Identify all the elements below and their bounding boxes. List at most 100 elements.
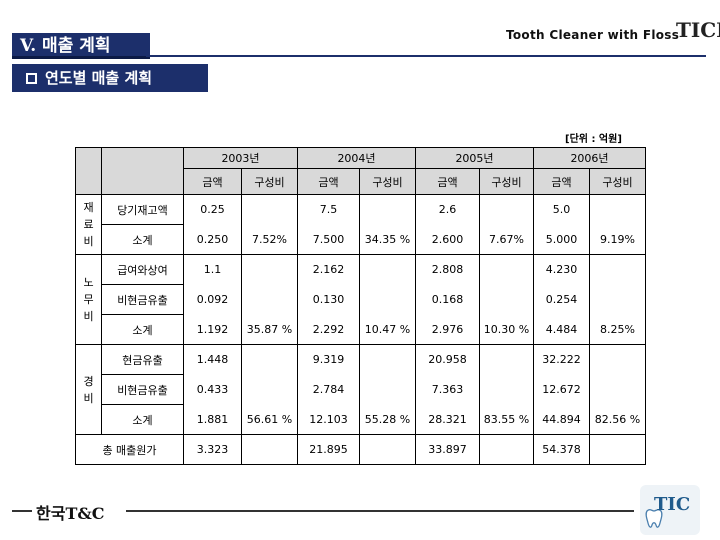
row-label: 비현금유출: [101, 284, 184, 315]
ratio-cell: 10.30 %: [479, 314, 534, 345]
amount-cell: 5.000: [533, 224, 590, 255]
amount-cell: 2.808: [415, 254, 480, 285]
amount-cell: 1.448: [183, 344, 242, 375]
header-rule: [146, 55, 706, 57]
section-title: V. 매출 계획: [12, 33, 150, 59]
year-header: 2003년: [183, 147, 298, 169]
ratio-header: 구성비: [241, 168, 298, 195]
ratio-cell: [241, 434, 298, 465]
ratio-cell: [359, 344, 416, 375]
row-label: 소계: [101, 224, 184, 255]
amount-cell: 54.378: [533, 434, 590, 465]
ratio-cell: 10.47 %: [359, 314, 416, 345]
ratio-cell: 35.87 %: [241, 314, 298, 345]
cost-plan-table: 2003년 2004년 2005년 2006년 금액 구성비 금액 구성비 금액…: [75, 147, 646, 465]
amount-cell: 0.130: [297, 284, 360, 315]
ratio-cell: [241, 344, 298, 375]
amount-cell: 4.484: [533, 314, 590, 345]
amount-header: 금액: [297, 168, 360, 195]
corner-logo-text: TIC: [654, 494, 691, 515]
year-header: 2005년: [415, 147, 534, 169]
amount-cell: 3.323: [183, 434, 242, 465]
year-header: 2006년: [533, 147, 646, 169]
ratio-cell: [241, 254, 298, 285]
amount-cell: 7.500: [297, 224, 360, 255]
subheader-row: 금액 구성비 금액 구성비 금액 구성비 금액 구성비: [75, 168, 646, 195]
footer-rule-left: [12, 510, 32, 512]
ratio-cell: 83.55 %: [479, 404, 534, 435]
ratio-cell: [479, 254, 534, 285]
amount-cell: 0.254: [533, 284, 590, 315]
amount-cell: 12.103: [297, 404, 360, 435]
ratio-cell: [589, 434, 646, 465]
year-header-row: 2003년 2004년 2005년 2006년: [75, 147, 646, 169]
ratio-cell: [241, 374, 298, 405]
subtitle-bar: 연도별 매출 계획: [12, 64, 208, 92]
row-label: 소계: [101, 404, 184, 435]
amount-cell: 32.222: [533, 344, 590, 375]
amount-header: 금액: [415, 168, 480, 195]
table-row: 소계 1.881 56.61 % 12.103 55.28 % 28.321 8…: [76, 404, 646, 435]
amount-cell: 33.897: [415, 434, 480, 465]
ratio-cell: 7.67%: [479, 224, 534, 255]
amount-cell: 2.976: [415, 314, 480, 345]
row-label: 소계: [101, 314, 184, 345]
amount-cell: 5.0: [533, 194, 590, 225]
amount-header: 금액: [533, 168, 590, 195]
ratio-header: 구성비: [359, 168, 416, 195]
amount-cell: 1.192: [183, 314, 242, 345]
amount-cell: 9.319: [297, 344, 360, 375]
amount-cell: 1.881: [183, 404, 242, 435]
ratio-cell: [479, 194, 534, 225]
amount-cell: 2.6: [415, 194, 480, 225]
brand-logo: TICI: [676, 18, 720, 42]
company-name: 한국T&C: [36, 504, 105, 523]
header-corner: [75, 147, 102, 169]
ratio-cell: [589, 284, 646, 315]
ratio-cell: [241, 284, 298, 315]
ratio-cell: 7.52%: [241, 224, 298, 255]
amount-cell: 2.292: [297, 314, 360, 345]
group-label-expense: 경비: [75, 344, 102, 435]
ratio-cell: [589, 374, 646, 405]
table-row: 재료비 당기재고액 0.25 7.5 2.6 5.0: [75, 194, 646, 255]
year-header: 2004년: [297, 147, 416, 169]
header-corner: [101, 168, 184, 195]
group-label-material: 재료비: [75, 194, 102, 255]
row-label: 급여와상여: [101, 254, 184, 285]
ratio-cell: [479, 434, 534, 465]
corner-logo: TIC: [640, 485, 700, 535]
tooth-icon: [645, 509, 663, 528]
table-row: 경비 현금유출 1.448 9.319 20.958 32.222: [75, 344, 646, 435]
table-row: 비현금유출 0.433 2.784 7.363 12.672: [76, 374, 646, 405]
amount-cell: 21.895: [297, 434, 360, 465]
amount-cell: 2.600: [415, 224, 480, 255]
ratio-cell: [359, 374, 416, 405]
unit-label: [단위 : 억원]: [565, 134, 622, 145]
amount-cell: 20.958: [415, 344, 480, 375]
amount-cell: 1.1: [183, 254, 242, 285]
square-bullet-icon: [26, 73, 37, 84]
total-label: 총 매출원가: [75, 434, 184, 465]
table-row-total: 총 매출원가 3.323 21.895 33.897 54.378: [75, 434, 646, 465]
table-row: 소계 1.192 35.87 % 2.292 10.47 % 2.976 10.…: [76, 314, 646, 345]
amount-cell: 4.230: [533, 254, 590, 285]
amount-cell: 0.25: [183, 194, 242, 225]
ratio-cell: 34.35 %: [359, 224, 416, 255]
amount-cell: 44.894: [533, 404, 590, 435]
ratio-cell: [479, 284, 534, 315]
ratio-header: 구성비: [479, 168, 534, 195]
ratio-cell: [359, 254, 416, 285]
ratio-cell: [479, 374, 534, 405]
table-row: 비현금유출 0.092 0.130 0.168 0.254: [76, 284, 646, 315]
ratio-cell: [589, 194, 646, 225]
ratio-cell: [359, 284, 416, 315]
amount-cell: 28.321: [415, 404, 480, 435]
amount-cell: 7.5: [297, 194, 360, 225]
amount-header: 금액: [183, 168, 242, 195]
amount-cell: 2.784: [297, 374, 360, 405]
row-label: 현금유출: [101, 344, 184, 375]
amount-cell: 12.672: [533, 374, 590, 405]
group-label-labor: 노무비: [75, 254, 102, 345]
amount-cell: 0.092: [183, 284, 242, 315]
